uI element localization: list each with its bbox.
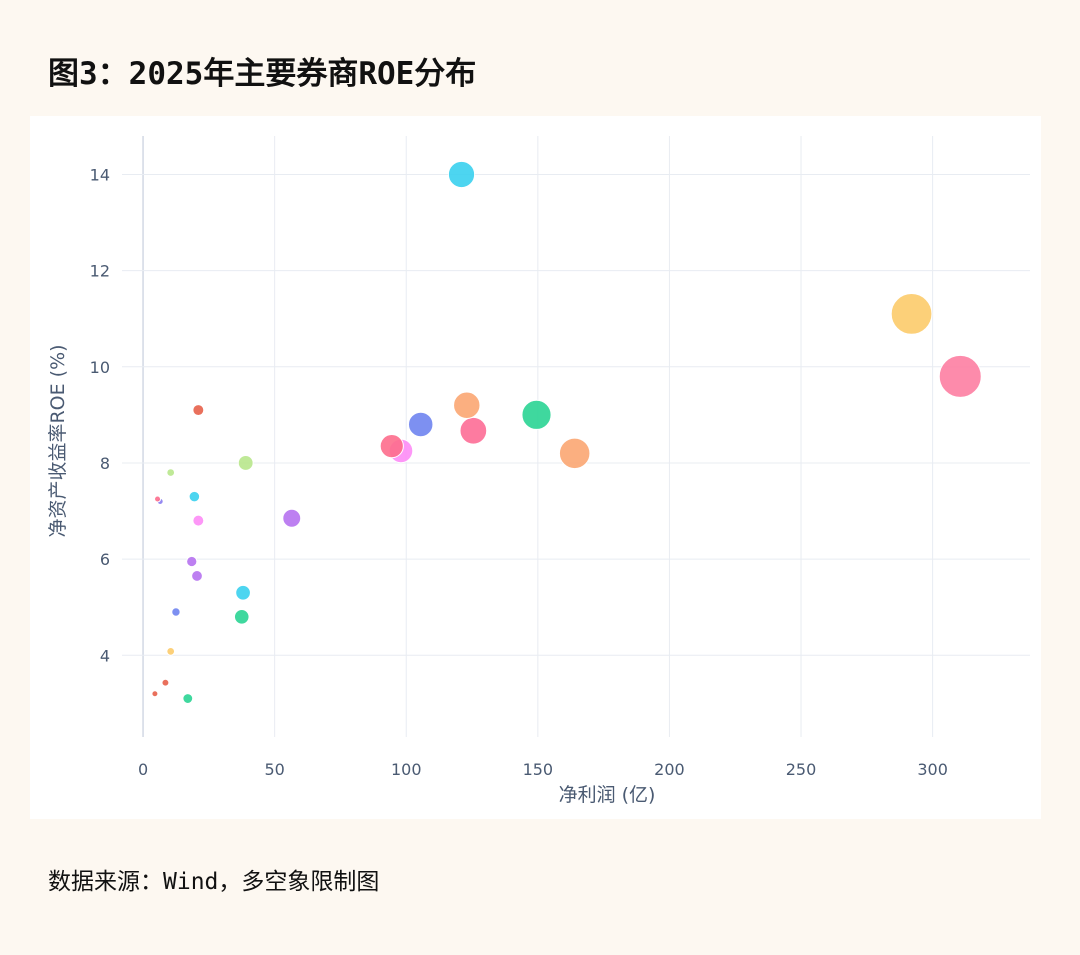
data-point[interactable] [192, 404, 205, 417]
data-point[interactable] [938, 354, 982, 398]
bubble-chart: 0 50 100 150 200 250 300 4 6 8 10 12 14 净利润 (亿) 净资产收… [47, 136, 1030, 806]
data-point[interactable] [182, 693, 194, 704]
x-tick-label: 150 [523, 760, 554, 779]
data-point[interactable] [161, 678, 170, 687]
data-point[interactable] [166, 468, 176, 477]
data-point[interactable] [235, 584, 251, 601]
x-tick-label: 0 [138, 760, 148, 779]
data-points [151, 160, 982, 704]
grid-layer [122, 136, 1030, 737]
data-point[interactable] [558, 437, 591, 470]
x-tick-label: 50 [264, 760, 284, 779]
data-point[interactable] [379, 434, 404, 459]
y-tick-label: 10 [90, 358, 110, 377]
data-point[interactable] [192, 514, 205, 527]
data-point[interactable] [282, 508, 302, 528]
data-point[interactable] [171, 607, 181, 617]
y-tick-label: 4 [100, 646, 110, 665]
x-axis-title: 净利润 (亿) [559, 784, 656, 806]
data-point[interactable] [166, 647, 176, 656]
data-point[interactable] [233, 609, 250, 625]
y-tick-label: 14 [90, 165, 110, 184]
data-point[interactable] [447, 160, 476, 189]
y-axis-title: 净资产收益率ROE (%) [47, 344, 69, 537]
source-note: 数据来源：Wind，多空象限制图 [48, 869, 380, 895]
x-tick-label: 250 [786, 760, 817, 779]
y-tick-label: 8 [100, 454, 110, 473]
data-point[interactable] [453, 391, 481, 419]
y-tick-label: 12 [90, 262, 110, 281]
data-point[interactable] [407, 411, 434, 438]
data-point[interactable] [237, 455, 254, 471]
x-tick-label: 200 [654, 760, 685, 779]
x-tick-label: 100 [391, 760, 422, 779]
tick-labels: 0 50 100 150 200 250 300 4 6 8 10 12 14 [90, 165, 948, 779]
data-point[interactable] [459, 416, 488, 445]
chart-card: 0 50 100 150 200 250 300 4 6 8 10 12 14 净利润 (亿) 净资产收… [30, 116, 1041, 819]
data-point[interactable] [154, 495, 162, 503]
data-point[interactable] [188, 490, 201, 503]
data-point[interactable] [151, 690, 159, 698]
data-point[interactable] [521, 399, 552, 430]
figure-title: 图3：2025年主要券商ROE分布 [48, 56, 477, 92]
data-point[interactable] [191, 570, 203, 582]
x-tick-label: 300 [917, 760, 948, 779]
data-point[interactable] [186, 555, 198, 568]
data-point[interactable] [890, 293, 933, 335]
y-tick-label: 6 [100, 550, 110, 569]
